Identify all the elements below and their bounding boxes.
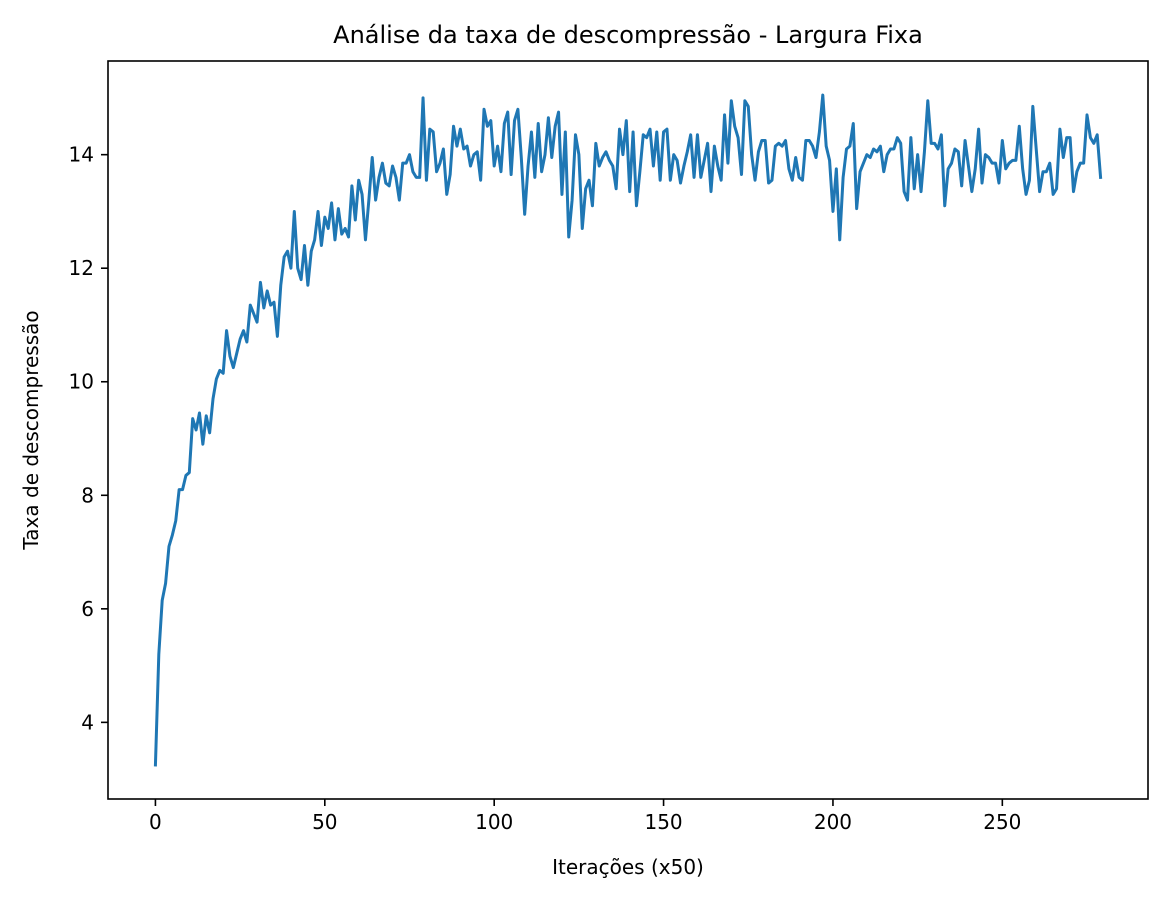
x-tick-label: 250 bbox=[983, 810, 1021, 834]
y-axis: 4 6 8 10 12 14 bbox=[69, 143, 108, 734]
y-tick-label: 4 bbox=[81, 710, 94, 734]
x-tick-label: 50 bbox=[312, 810, 337, 834]
y-tick-label: 10 bbox=[69, 370, 94, 394]
x-tick-label: 150 bbox=[644, 810, 682, 834]
y-tick-label: 6 bbox=[81, 597, 94, 621]
y-axis-label: Taxa de descompressão bbox=[19, 310, 43, 550]
plot-area bbox=[153, 93, 1103, 767]
y-tick-label: 12 bbox=[69, 256, 94, 280]
x-tick-label: 200 bbox=[814, 810, 852, 834]
x-tick-label: 0 bbox=[149, 810, 162, 834]
plot-frame bbox=[107, 60, 1149, 800]
series-line bbox=[153, 93, 1103, 767]
chart-title: Análise da taxa de descompressão - Largu… bbox=[333, 21, 923, 49]
x-axis-label: Iterações (x50) bbox=[552, 855, 704, 879]
y-tick-label: 8 bbox=[81, 483, 94, 507]
x-tick-label: 100 bbox=[475, 810, 513, 834]
x-axis: 0 50 100 150 200 250 bbox=[149, 799, 1021, 834]
y-tick-label: 14 bbox=[69, 143, 94, 167]
